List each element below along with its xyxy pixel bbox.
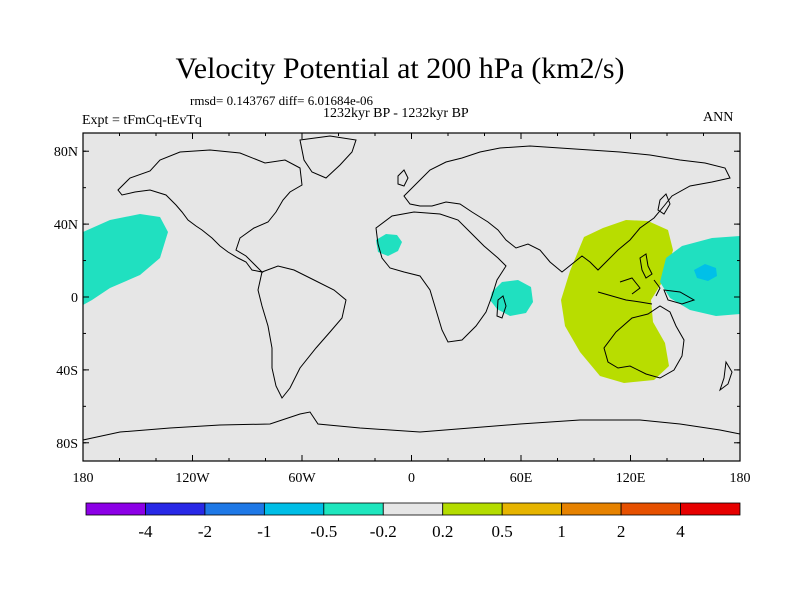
antarctica-coast <box>82 411 741 441</box>
western-indian-ocean-negative-patch <box>490 280 533 316</box>
colorbar-swatch <box>263 502 325 516</box>
lon-label: 120E <box>616 471 646 486</box>
lat-label: 40N <box>54 218 78 233</box>
season-label: ANN <box>703 110 734 125</box>
colorbar: -4 -2 -1 -0.5 -0.2 0.2 0.5 1 2 4 <box>85 502 741 541</box>
lon-label: 0 <box>408 471 415 486</box>
colorbar-swatch <box>561 502 622 516</box>
australia-coast <box>603 305 685 379</box>
colorbar-swatch <box>382 502 444 516</box>
west-africa-negative-patch <box>376 234 402 256</box>
colorbar-label: -0.5 <box>310 522 337 541</box>
colorbar-label: -2 <box>198 522 212 541</box>
experiment-label: Expt = tFmCq-tEvTq <box>82 113 202 128</box>
north-america-coast <box>117 149 303 273</box>
map-panel: 80N 40N 0 40S 80S 180 120W 60W 0 60E 120E 180 <box>54 132 751 486</box>
lat-label: 40S <box>56 364 78 379</box>
colorbar-label: 4 <box>676 522 685 541</box>
new-zealand-coast <box>719 360 733 392</box>
japan-coast <box>657 193 671 215</box>
eurasia-coast <box>403 145 731 273</box>
map-title: Velocity Potential at 200 hPa (km2/s) <box>175 52 625 85</box>
central-pacific-negative-patch <box>83 214 168 305</box>
south-america-coast <box>257 265 347 399</box>
lat-label: 0 <box>71 291 78 306</box>
lon-label: 60W <box>288 471 316 486</box>
colorbar-label: 0.5 <box>492 522 513 541</box>
statistics-label: rmsd= 0.143767 diff= 6.01684e-06 <box>190 93 374 108</box>
lon-label: 180 <box>73 471 94 486</box>
period-label: 1232kyr BP - 1232kyr BP <box>323 106 469 121</box>
colorbar-swatch <box>442 502 503 516</box>
coastlines <box>82 135 741 441</box>
colorbar-swatch <box>204 502 265 516</box>
lat-label: 80S <box>56 437 78 452</box>
colorbar-swatch <box>501 502 563 516</box>
western-pacific-core <box>694 264 717 281</box>
colorbar-swatch <box>680 502 741 516</box>
lon-label: 180 <box>730 471 751 486</box>
colorbar-swatch <box>620 502 681 516</box>
colorbar-label: 0.2 <box>432 522 453 541</box>
lat-label: 80N <box>54 145 78 160</box>
map-axes: 80N 40N 0 40S 80S 180 120W 60W 0 60E 120E 180 <box>54 133 751 486</box>
colorbar-label: -0.2 <box>370 522 397 541</box>
colorbar-label: 1 <box>557 522 566 541</box>
colorbar-swatch <box>85 502 146 516</box>
africa-coast <box>375 211 507 343</box>
indonesia-coast <box>597 277 696 305</box>
british-isles-coast <box>397 169 409 187</box>
colorbar-label: -4 <box>138 522 153 541</box>
greenland-coast <box>299 135 357 179</box>
lon-label: 60E <box>510 471 533 486</box>
colorbar-label: 2 <box>617 522 626 541</box>
philippines-coast <box>639 253 653 279</box>
colorbar-swatch <box>145 502 206 516</box>
madagascar-coast <box>496 295 507 319</box>
colorbar-swatch <box>323 502 384 516</box>
lon-label: 120W <box>175 471 210 486</box>
colorbar-label: -1 <box>257 522 271 541</box>
